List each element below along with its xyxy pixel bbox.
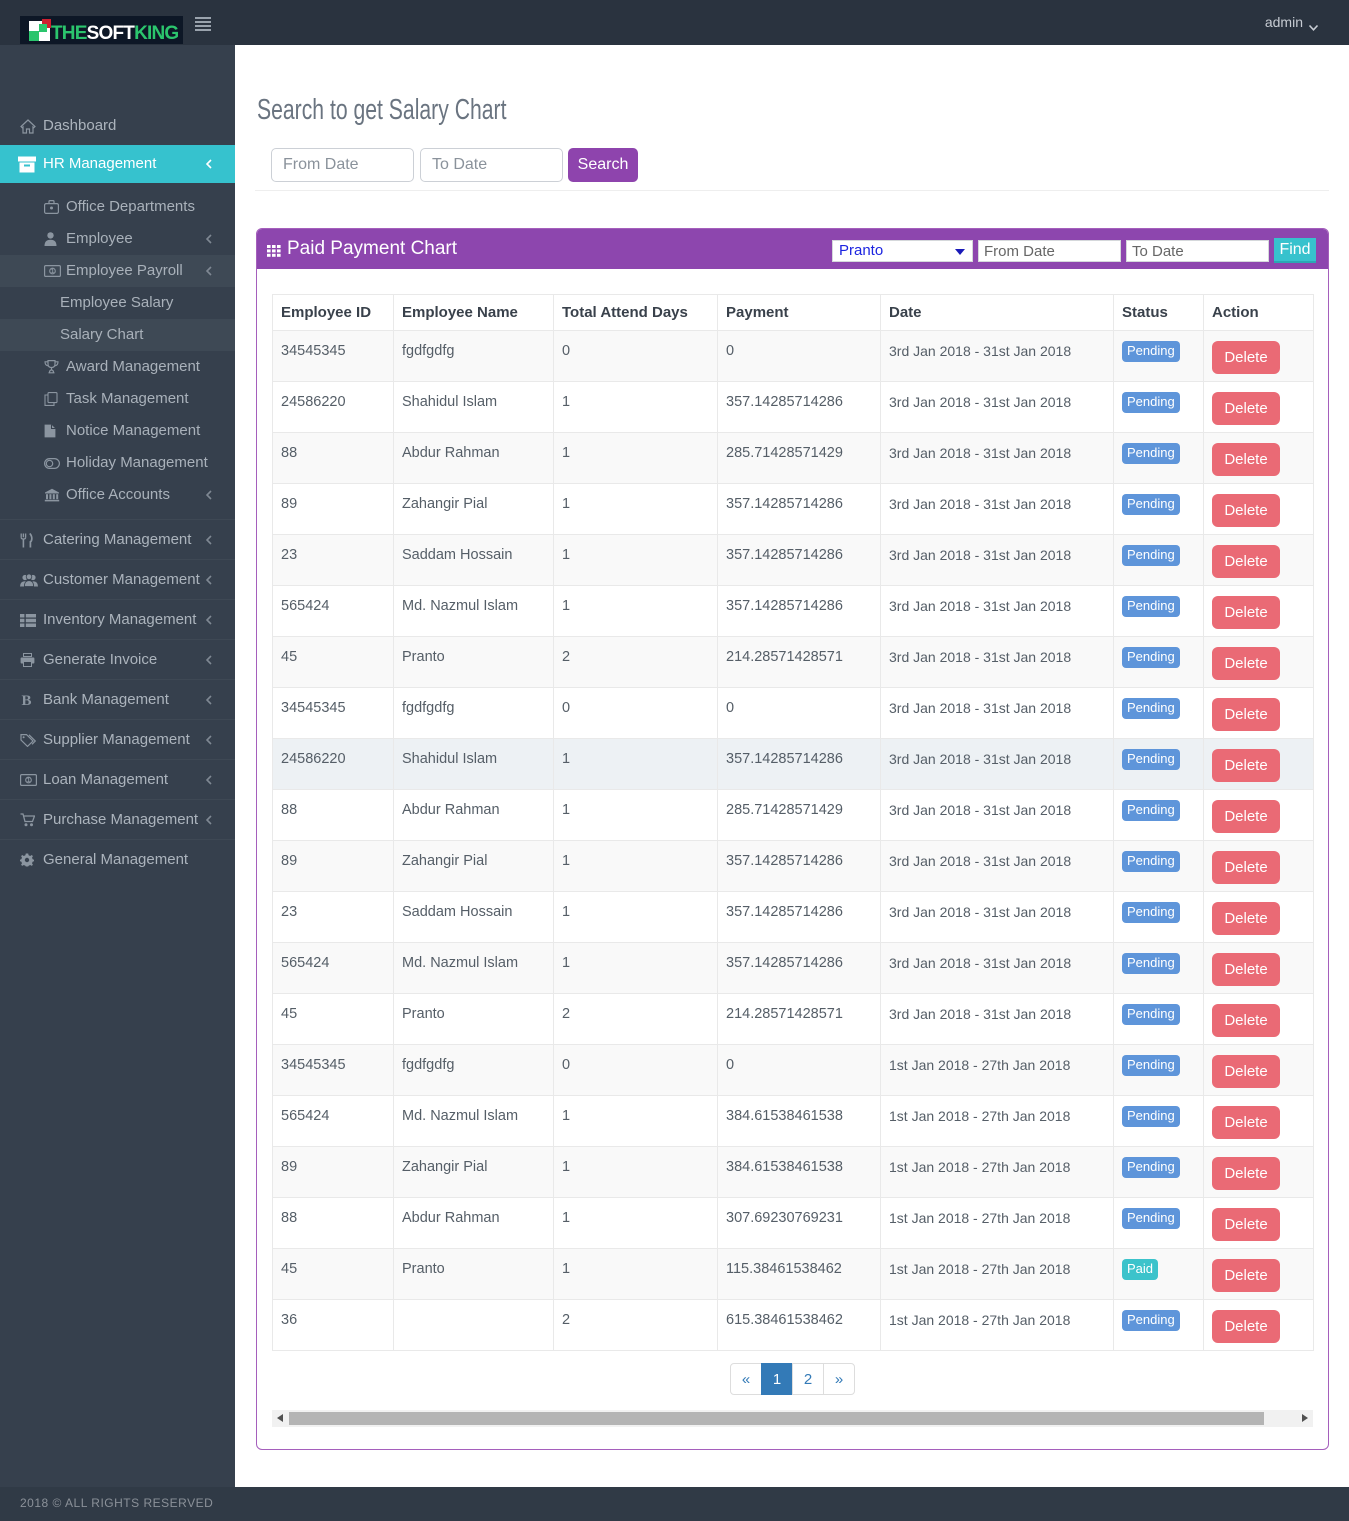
svg-text:1: 1: [51, 269, 55, 275]
svg-text:B: B: [21, 693, 31, 707]
svg-text:1: 1: [27, 778, 31, 784]
